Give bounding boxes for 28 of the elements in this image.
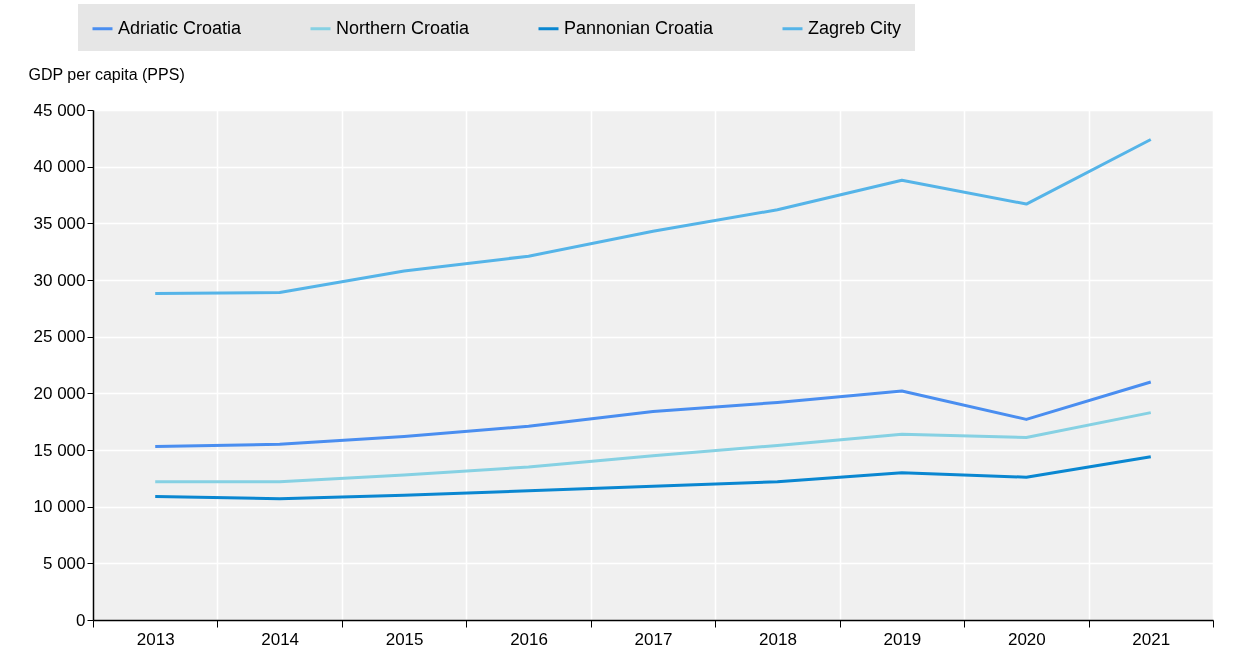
- x-tick-label: 2017: [634, 629, 673, 649]
- y-axis-title: GDP per capita (PPS): [28, 65, 185, 83]
- line-series: [153, 455, 1153, 501]
- y-tick-label: 10 000: [33, 497, 86, 517]
- x-tick-label: 2021: [1132, 629, 1171, 649]
- x-tick-label: 2013: [136, 629, 175, 649]
- legend-label: Adriatic Croatia: [118, 17, 243, 38]
- legend-label: Pannonian Croatia: [564, 17, 715, 38]
- y-tick-label: 0: [76, 610, 86, 630]
- x-tick-label: 2016: [510, 629, 548, 649]
- x-tick-label: 2015: [385, 629, 424, 649]
- x-tick-label: 2020: [1007, 629, 1046, 649]
- x-tick-label: 2018: [759, 629, 797, 649]
- line-series: [153, 137, 1153, 296]
- y-tick-label: 45 000: [33, 100, 86, 120]
- line-series: [153, 380, 1153, 449]
- y-tick-label: 35 000: [33, 213, 86, 233]
- y-tick-label: 40 000: [33, 157, 86, 177]
- x-tick-label: 2014: [261, 629, 300, 649]
- legend-label: Zagreb City: [808, 17, 902, 38]
- y-tick-label: 25 000: [33, 327, 86, 347]
- y-tick-label: 5 000: [42, 553, 86, 573]
- line-series: [153, 411, 1153, 484]
- y-tick-label: 30 000: [33, 270, 86, 290]
- y-tick-label: 15 000: [33, 440, 86, 460]
- legend-label: Northern Croatia: [336, 17, 471, 38]
- x-tick-label: 2019: [883, 629, 922, 649]
- y-tick-label: 20 000: [33, 383, 86, 403]
